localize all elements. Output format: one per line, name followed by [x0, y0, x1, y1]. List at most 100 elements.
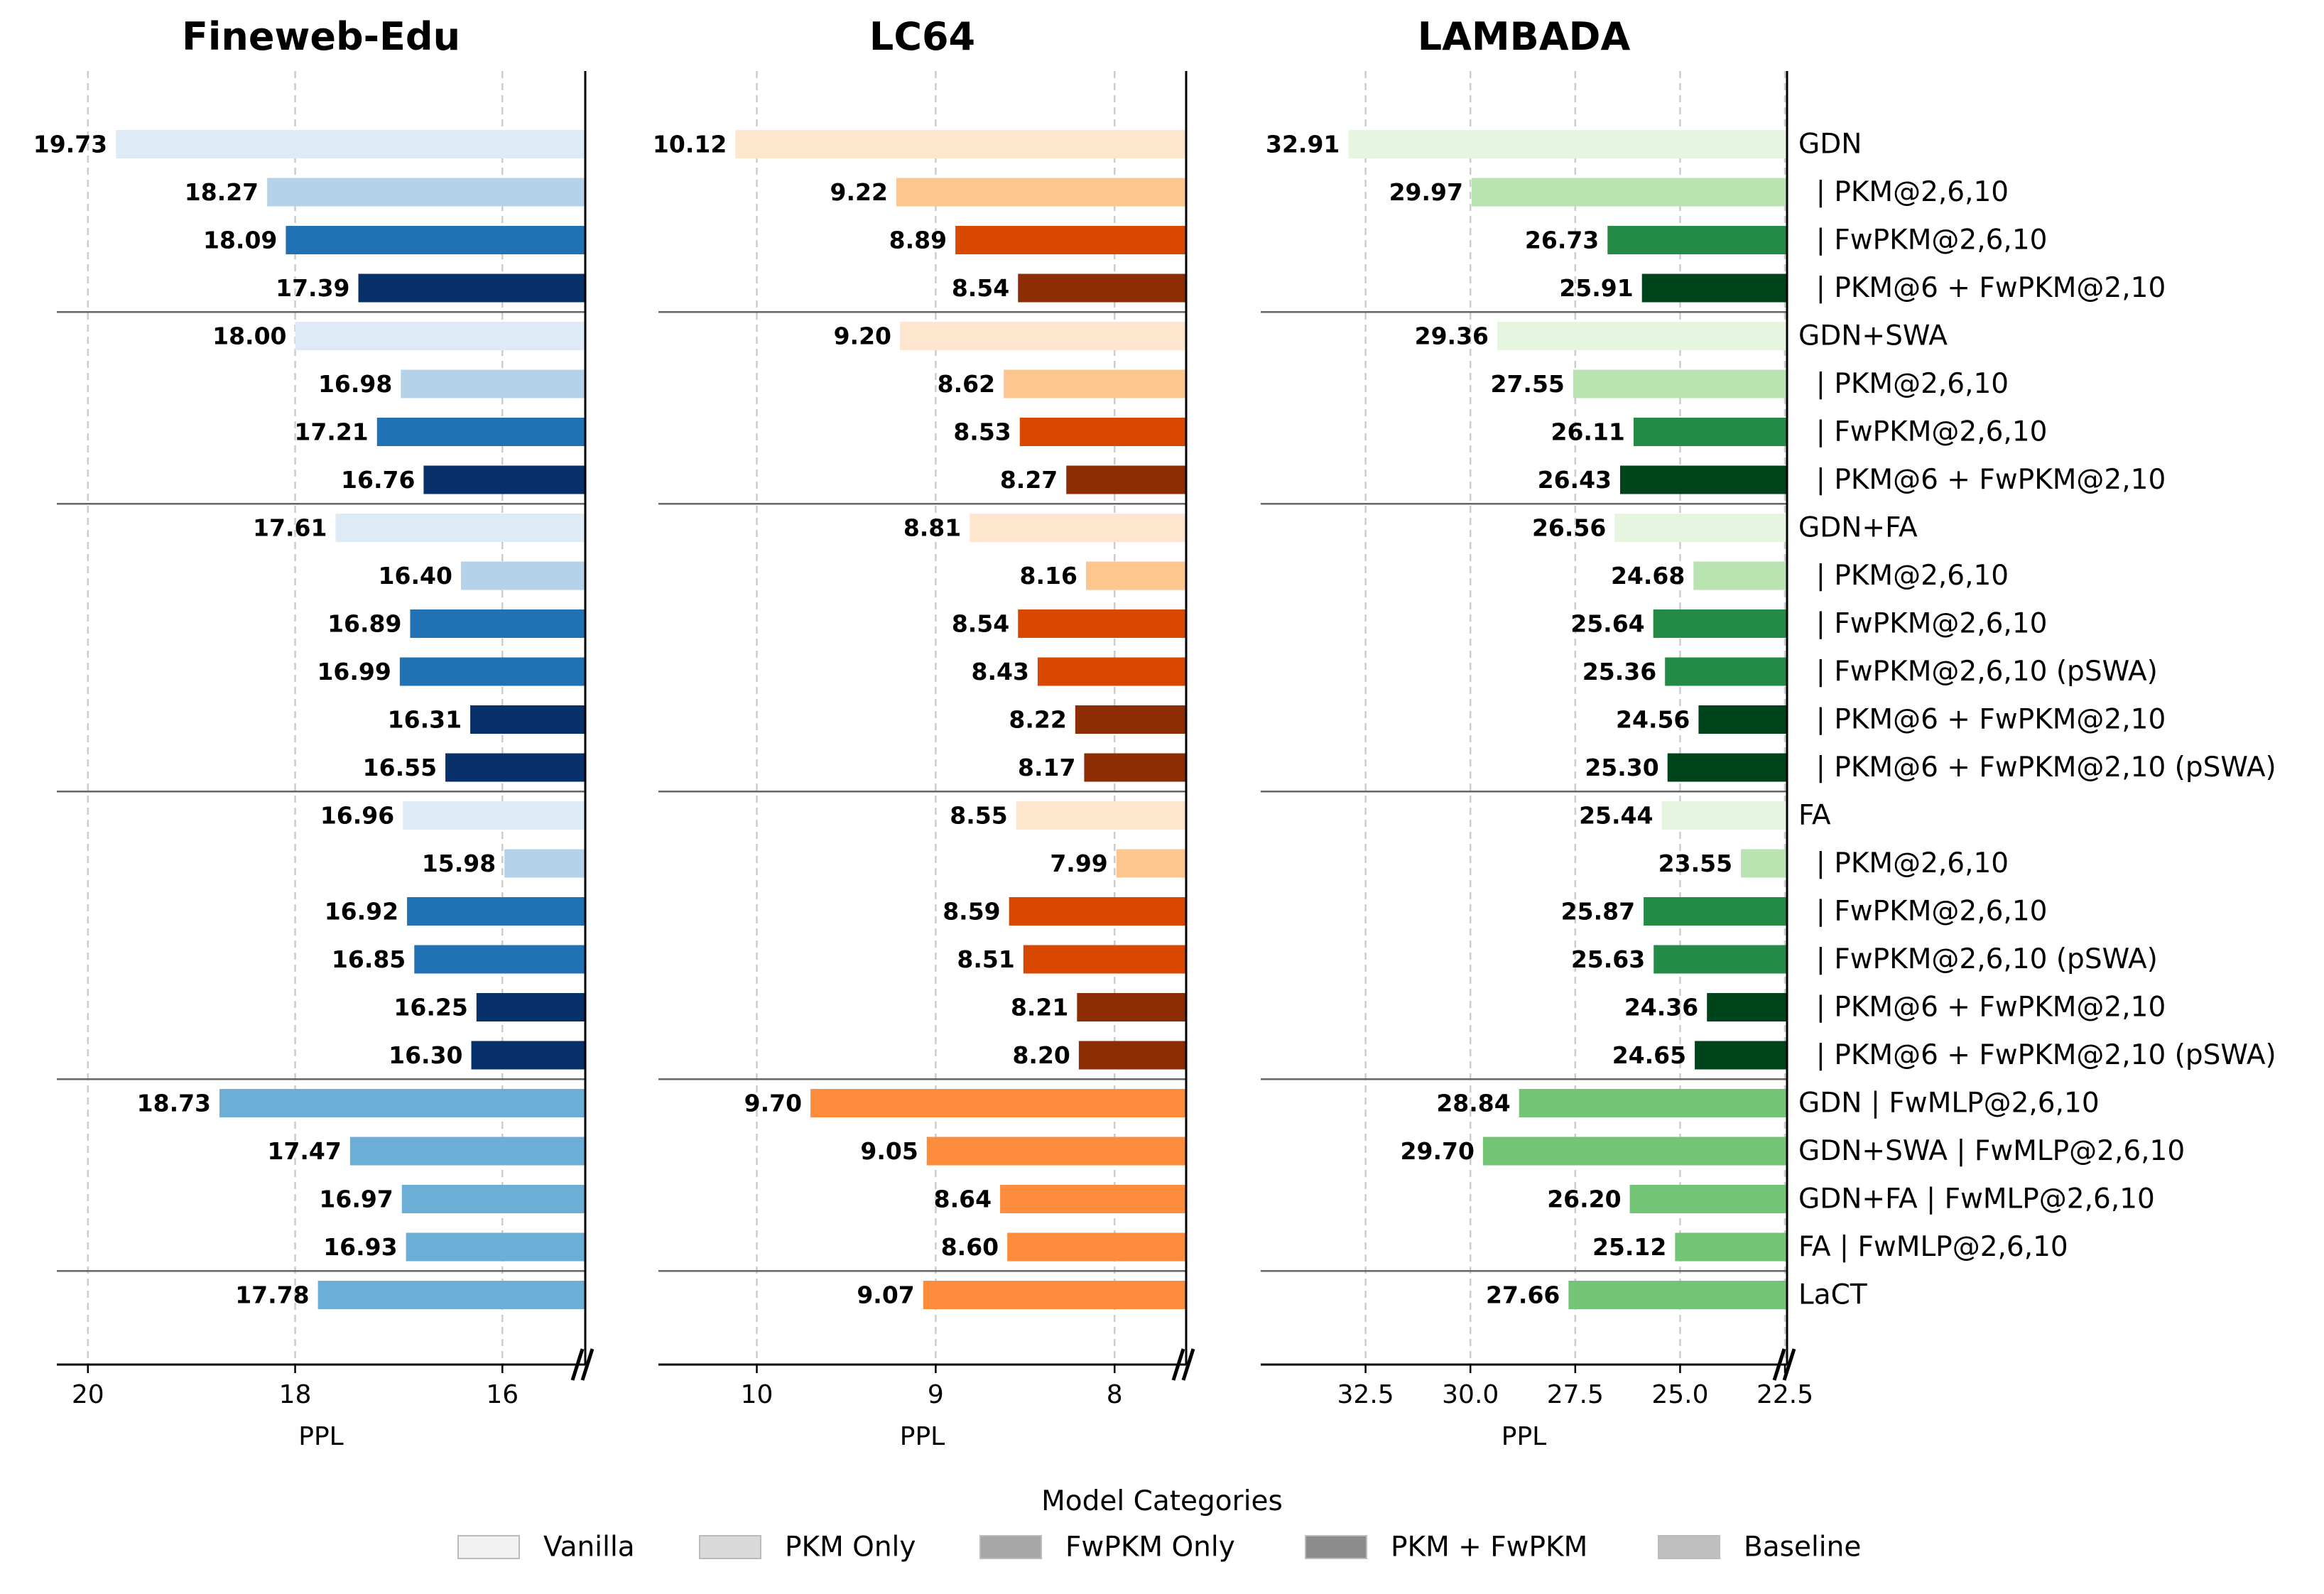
bar [1000, 1185, 1186, 1213]
bar [470, 705, 585, 734]
data-label: 17.47 [267, 1137, 341, 1165]
data-label: 17.39 [276, 274, 349, 302]
bar [1573, 369, 1787, 398]
chart-panel-0: 19.73 18.27 18.09 17.39 18.00 16.98 17.21 16.76… [33, 14, 594, 1451]
bar [1695, 1041, 1787, 1070]
bar [445, 753, 585, 782]
data-label: 9.20 [834, 322, 891, 350]
data-label: 26.43 [1538, 466, 1612, 494]
data-label: 18.00 [212, 322, 286, 350]
data-label: 28.84 [1436, 1090, 1510, 1117]
row-label: | PKM@6 + FwPKM@2,10 [1798, 704, 2166, 736]
data-label: 8.62 [938, 370, 995, 398]
x-tick-label: 20 [72, 1380, 104, 1409]
data-label: 27.55 [1490, 370, 1564, 398]
bar [1009, 897, 1186, 926]
bar [1085, 561, 1186, 590]
data-label: 18.09 [203, 227, 277, 254]
bar [1665, 657, 1787, 686]
row-label: | PKM@6 + FwPKM@2,10 [1798, 464, 2166, 496]
bar [1004, 369, 1186, 398]
bar [460, 561, 585, 590]
x-axis-label: PPL [1502, 1422, 1546, 1451]
data-label: 19.73 [33, 131, 107, 158]
axis-break-mark [1181, 1348, 1195, 1381]
data-label: 10.12 [653, 131, 727, 158]
bar [1482, 1137, 1787, 1166]
bar [1018, 273, 1186, 303]
data-label: 26.56 [1532, 514, 1606, 542]
x-tick-label: 32.5 [1337, 1380, 1394, 1409]
bar [735, 130, 1186, 158]
legend-swatch [979, 1535, 1042, 1559]
data-label: 8.64 [934, 1186, 992, 1213]
data-label: 26.73 [1525, 227, 1599, 254]
data-label: 8.27 [1000, 466, 1058, 494]
data-label: 16.97 [319, 1186, 393, 1213]
bar [1661, 801, 1787, 830]
data-label: 8.53 [953, 418, 1011, 446]
data-label: 9.22 [830, 178, 888, 206]
bar [1066, 465, 1186, 494]
bar [1078, 1041, 1186, 1070]
data-label: 24.65 [1612, 1041, 1686, 1069]
bar [810, 1089, 1186, 1117]
data-label: 17.21 [294, 418, 368, 446]
data-label: 9.05 [860, 1137, 918, 1165]
x-tick-label: 30.0 [1442, 1380, 1499, 1409]
data-label: 16.40 [379, 562, 452, 590]
data-label: 9.07 [857, 1281, 914, 1309]
x-tick-label: 27.5 [1547, 1380, 1604, 1409]
data-label: 24.68 [1611, 562, 1685, 590]
legend-swatch [457, 1535, 520, 1559]
row-label: | PKM@6 + FwPKM@2,10 [1798, 272, 2166, 304]
bar [219, 1089, 586, 1117]
bar [476, 993, 585, 1021]
bar [1654, 945, 1787, 974]
data-label: 27.66 [1486, 1281, 1560, 1309]
row-label: | FwPKM@2,6,10 [1798, 224, 2047, 256]
axis-break-mark [1782, 1348, 1796, 1381]
bar [1497, 322, 1787, 350]
bar [1614, 514, 1787, 542]
data-label: 16.96 [320, 802, 394, 830]
bar [399, 657, 585, 686]
bar [900, 322, 1186, 350]
data-label: 8.22 [1009, 706, 1066, 734]
data-label: 8.43 [972, 658, 1029, 685]
data-label: 25.63 [1571, 945, 1645, 973]
bar [358, 273, 585, 303]
bar [1568, 1281, 1787, 1309]
data-label: 16.30 [389, 1041, 462, 1069]
chart-title: LAMBADA [1418, 14, 1631, 59]
row-label: | PKM@2,6,10 [1798, 560, 2009, 592]
bar [1471, 178, 1787, 207]
data-label: 16.55 [363, 754, 437, 781]
x-tick-label: 16 [486, 1380, 518, 1409]
x-axis-label: PPL [900, 1422, 945, 1451]
bar [1741, 849, 1787, 878]
data-label: 8.17 [1018, 754, 1075, 781]
legend-label: Vanilla [543, 1531, 635, 1563]
bar [955, 226, 1186, 254]
data-label: 8.59 [943, 898, 1000, 926]
bar [1620, 465, 1787, 494]
data-label: 8.54 [952, 610, 1009, 638]
bar [1653, 609, 1787, 638]
bar [923, 1281, 1186, 1309]
bar [1675, 1232, 1787, 1262]
row-label: GDN+FA | FwMLP@2,6,10 [1798, 1183, 2155, 1215]
x-tick-label: 25.0 [1651, 1380, 1708, 1409]
data-label: 16.85 [332, 945, 406, 973]
bar [1116, 849, 1186, 878]
bar [1641, 273, 1787, 303]
data-label: 24.36 [1624, 994, 1698, 1021]
row-label: | FwPKM@2,6,10 (pSWA) [1798, 656, 2158, 688]
data-label: 25.30 [1585, 754, 1658, 781]
data-label: 25.64 [1570, 610, 1644, 638]
data-label: 29.70 [1401, 1137, 1475, 1165]
bar [116, 130, 585, 158]
data-label: 16.89 [327, 610, 401, 638]
data-label: 7.99 [1050, 850, 1107, 877]
